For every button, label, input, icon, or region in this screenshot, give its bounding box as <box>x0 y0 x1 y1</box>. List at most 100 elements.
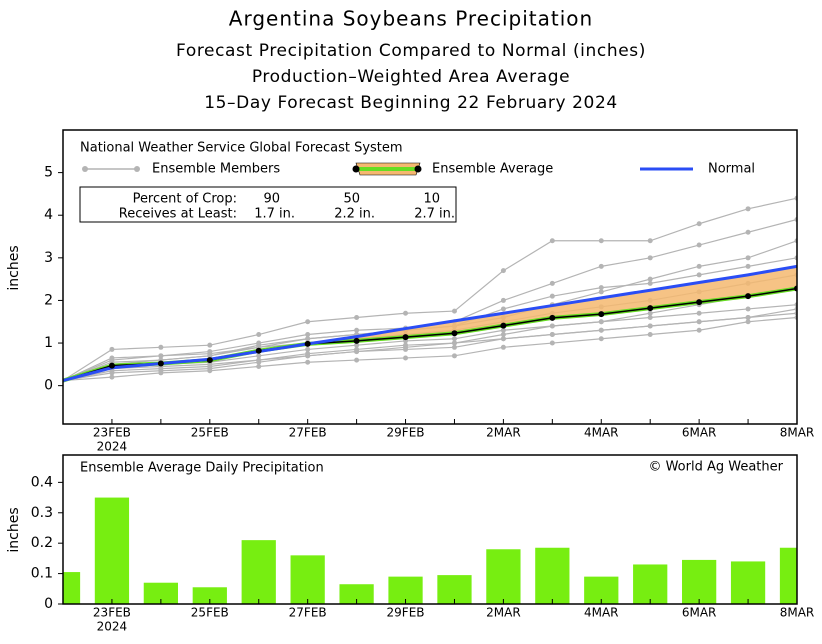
bar <box>633 564 668 604</box>
plot-top <box>63 195 797 383</box>
member-dot <box>403 310 409 316</box>
member-dot <box>598 238 604 244</box>
member-dot <box>305 346 311 352</box>
legend-swatch-dot <box>82 166 88 172</box>
normal-line <box>63 264 797 382</box>
member-dot <box>696 319 702 325</box>
y-tick-label: 0.2 <box>31 535 53 551</box>
member-dot <box>500 327 506 333</box>
member-dot <box>696 242 702 248</box>
y-tick-label: 0.4 <box>31 474 53 490</box>
member-dot <box>256 353 262 359</box>
y-tick-label: 0 <box>44 378 53 394</box>
member-dot <box>696 221 702 227</box>
member-dot <box>451 344 457 350</box>
crop-table-header: Percent of Crop: <box>133 192 237 207</box>
member-dot <box>745 255 751 261</box>
member-dot <box>256 363 262 369</box>
member-dot <box>500 332 506 338</box>
average-dot <box>500 322 507 329</box>
member-dot <box>207 363 213 369</box>
y-tick-label: 3 <box>44 250 53 266</box>
x-tick-label: 4MAR <box>584 606 619 620</box>
subtitle: Forecast Precipitation Compared to Norma… <box>176 41 646 61</box>
x-tick-label: 25FEB <box>191 606 229 620</box>
average-dot <box>206 357 213 364</box>
plot-bottom <box>63 497 797 604</box>
member-dot <box>647 280 653 286</box>
member-dot <box>696 263 702 269</box>
average-dot <box>745 293 752 300</box>
y-tick-label: 0.3 <box>31 505 53 521</box>
member-dot <box>696 272 702 278</box>
member-dot <box>256 332 262 338</box>
crop-percent: 90 <box>263 192 280 207</box>
bar <box>192 587 227 604</box>
x-tick-label: 8MAR <box>780 606 815 620</box>
member-dot <box>109 374 115 380</box>
member-dot <box>158 370 164 376</box>
x-tick-label: 27FEB <box>289 426 327 440</box>
crop-amount: 1.7 in. <box>254 207 295 222</box>
bar-title: Ensemble Average Daily Precipitation <box>80 461 324 476</box>
x-tick-label: 4MAR <box>584 426 619 440</box>
member-dot <box>745 263 751 269</box>
y-tick-label: 5 <box>44 165 53 181</box>
member-dot <box>598 327 604 333</box>
average-dot <box>696 299 703 306</box>
y-tick-label: 0 <box>44 596 53 612</box>
member-dot <box>109 355 115 361</box>
bar <box>241 540 276 604</box>
member-dot <box>305 332 311 338</box>
member-dot <box>158 344 164 350</box>
legend-label: Ensemble Members <box>152 162 280 177</box>
crop-table-label: Receives at Least: <box>119 207 237 222</box>
x-tick-label: 6MAR <box>682 426 717 440</box>
bar <box>682 559 717 604</box>
x-sublabel: 2024 <box>97 620 128 634</box>
x-tick-label: 23FEB <box>93 606 131 620</box>
member-dot <box>354 327 360 333</box>
x-tick-label: 25FEB <box>191 426 229 440</box>
x-tick-label: 29FEB <box>387 606 425 620</box>
bar <box>486 549 521 604</box>
member-dot <box>354 342 360 348</box>
plot-frame <box>62 129 798 425</box>
member-dot <box>745 319 751 325</box>
member-dot <box>403 346 409 352</box>
member-dot <box>500 297 506 303</box>
average-dot <box>255 347 262 354</box>
member-dot <box>305 351 311 357</box>
member-dot <box>549 340 555 346</box>
member-dot <box>403 342 409 348</box>
legend-title: National Weather Service Global Forecast… <box>80 141 403 156</box>
member-dot <box>451 340 457 346</box>
member-dot <box>745 229 751 235</box>
member-dot <box>549 280 555 286</box>
member-dot <box>305 336 311 342</box>
average-dot <box>598 311 605 318</box>
y-axis-label: inches <box>6 245 22 290</box>
member-dot <box>500 336 506 342</box>
legend-swatch-dot <box>134 166 140 172</box>
x-tick-label: 23FEB <box>93 426 131 440</box>
legend-label: Ensemble Average <box>432 162 553 177</box>
subtitle: 15–Day Forecast Beginning 22 February 20… <box>204 93 618 113</box>
member-dot <box>647 238 653 244</box>
member-dot <box>647 255 653 261</box>
member-dot <box>451 336 457 342</box>
member-dot <box>647 323 653 329</box>
average-dot <box>451 330 458 337</box>
member-dot <box>354 346 360 352</box>
ensemble-member <box>63 304 797 382</box>
member-dot <box>745 206 751 212</box>
y-tick-label: 2 <box>44 292 53 308</box>
average-dot <box>549 314 556 321</box>
member-dot <box>647 332 653 338</box>
member-dot <box>158 353 164 359</box>
member-dot <box>403 355 409 361</box>
member-dot <box>598 263 604 269</box>
member-dot <box>647 314 653 320</box>
